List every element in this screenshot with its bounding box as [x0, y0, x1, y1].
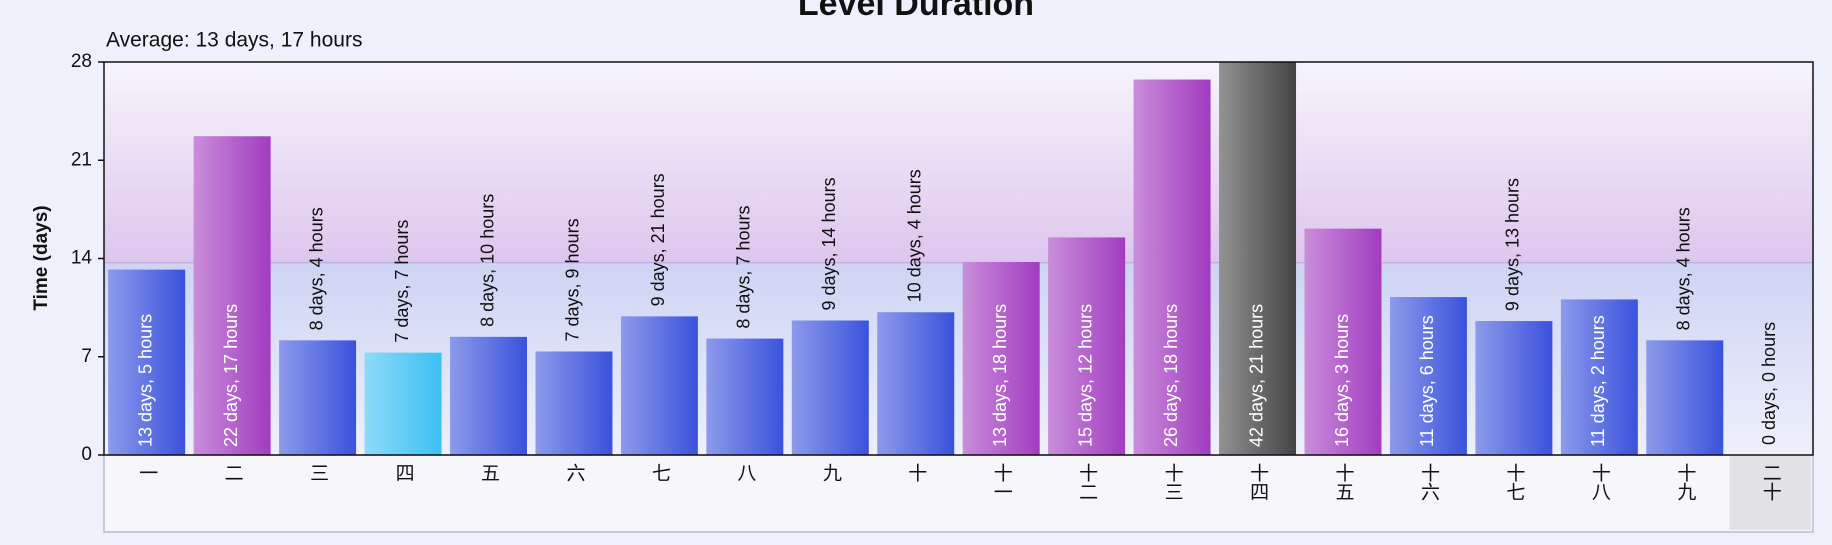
- x-tick-label: 二: [222, 463, 243, 482]
- x-tick-label: 十七: [1503, 463, 1525, 501]
- bars: [108, 62, 1724, 455]
- x-tick-label: 十三: [1162, 463, 1183, 501]
- above-average-band: [104, 62, 1813, 263]
- y-tick-label: 21: [71, 149, 92, 170]
- x-tick-label: 十九: [1674, 463, 1696, 501]
- x-tick-label: 九: [820, 463, 842, 482]
- value-label: 9 days, 13 hours: [1503, 178, 1523, 311]
- bar-shine: [706, 338, 784, 455]
- plot-frame: [103, 61, 1814, 456]
- x-tick-label: 十四: [1247, 463, 1268, 501]
- value-label: 22 days, 17 hours: [221, 304, 241, 447]
- value-label: 16 days, 3 hours: [1332, 314, 1352, 447]
- bar-shine: [108, 269, 186, 455]
- x-tick-label: 十一: [991, 463, 1013, 501]
- y-tick-label: 7: [81, 346, 92, 367]
- x-tick-label: 八: [734, 463, 756, 482]
- x-tick-label: 十六: [1418, 463, 1440, 501]
- value-label: 10 days, 4 hours: [905, 169, 925, 302]
- x-tick-label: 五: [478, 463, 499, 482]
- value-label: 9 days, 14 hours: [819, 177, 839, 310]
- highlight: [1729, 455, 1811, 530]
- bar-shine: [450, 336, 527, 455]
- value-label: 26 days, 18 hours: [1161, 304, 1181, 447]
- y-tick-label: 14: [71, 248, 93, 269]
- label-box: [103, 454, 1814, 533]
- x-tick-label: 一: [136, 463, 158, 482]
- value-label: 8 days, 4 hours: [306, 207, 326, 330]
- bar-shine: [1390, 297, 1467, 455]
- bar-shine: [877, 312, 955, 455]
- bar-shine: [1133, 79, 1211, 455]
- bar-shine: [1475, 321, 1553, 455]
- bar-shine: [620, 316, 698, 455]
- x-tick-label: 十二: [1076, 463, 1097, 501]
- x-tick-label: 十五: [1333, 463, 1354, 501]
- x-tick-label: 七: [649, 463, 671, 482]
- x-tick-label: 四: [393, 463, 414, 482]
- chart-title: Level Duration: [798, 0, 1034, 23]
- value-label: 11 days, 6 hours: [1417, 315, 1437, 447]
- bar-shine: [1219, 62, 1297, 455]
- bar-shine: [1304, 228, 1382, 455]
- x-tick-label: 六: [563, 463, 585, 482]
- below-average-band: [104, 262, 1813, 455]
- value-label: 13 days, 5 hours: [135, 314, 155, 447]
- bar-shine: [535, 351, 613, 455]
- bar-shine: [791, 320, 869, 455]
- bar-shine: [1560, 299, 1638, 455]
- value-label: 7 days, 9 hours: [563, 218, 583, 341]
- value-label: 11 days, 2 hours: [1588, 315, 1608, 447]
- value-label: 8 days, 4 hours: [1674, 207, 1694, 330]
- y-axis-label: Time (days): [31, 205, 52, 310]
- bar-shine: [962, 262, 1040, 455]
- x-tick-label: 二十: [1760, 463, 1781, 501]
- bar-shine: [193, 136, 271, 455]
- bar-shine: [1646, 340, 1724, 455]
- value-label: 8 days, 7 hours: [734, 206, 754, 329]
- value-label: 7 days, 7 hours: [392, 220, 412, 343]
- x-tick-label: 十: [905, 463, 926, 482]
- y-tick-label: 28: [71, 51, 92, 72]
- bar-shine: [279, 340, 357, 455]
- value-label: 13 days, 18 hours: [990, 304, 1010, 447]
- y-tick-label: 0: [81, 444, 92, 465]
- value-label: 8 days, 10 hours: [477, 194, 497, 327]
- bar-shine: [1048, 237, 1126, 455]
- value-label: 42 days, 21 hours: [1246, 304, 1266, 447]
- x-tick-label: 十八: [1589, 463, 1611, 501]
- subtitle: Average: 13 days, 17 hours: [106, 29, 362, 52]
- value-label: 0 days, 0 hours: [1759, 322, 1779, 445]
- bar-shine: [364, 352, 442, 455]
- value-label: 9 days, 21 hours: [648, 173, 668, 306]
- x-tick-label: 三: [307, 463, 328, 482]
- value-label: 15 days, 12 hours: [1075, 304, 1095, 447]
